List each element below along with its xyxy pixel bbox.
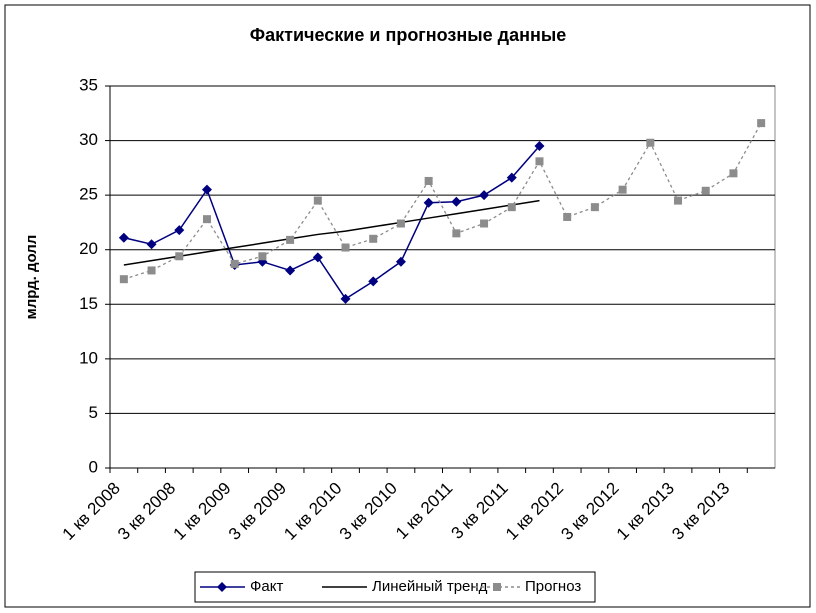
series-line bbox=[123, 122, 762, 280]
data-point bbox=[340, 293, 351, 304]
data-point bbox=[395, 256, 406, 267]
data-point bbox=[701, 186, 710, 195]
data-point bbox=[674, 196, 683, 205]
data-point bbox=[451, 196, 462, 207]
data-point bbox=[479, 190, 490, 201]
legend-marker bbox=[493, 583, 501, 591]
data-point bbox=[368, 276, 379, 287]
data-point bbox=[424, 176, 433, 185]
data-point bbox=[201, 184, 212, 195]
y-tick-label: 25 bbox=[79, 185, 98, 204]
legend-label: Прогноз bbox=[525, 578, 581, 595]
data-point bbox=[174, 225, 185, 236]
data-point bbox=[563, 212, 572, 221]
data-point bbox=[423, 197, 434, 208]
data-point bbox=[286, 235, 295, 244]
y-tick-label: 10 bbox=[79, 348, 98, 367]
data-point bbox=[118, 232, 129, 243]
data-point bbox=[534, 141, 545, 152]
data-point bbox=[285, 265, 296, 276]
data-point bbox=[506, 172, 517, 183]
data-point bbox=[202, 215, 211, 224]
legend-label: Факт bbox=[250, 578, 283, 595]
data-point bbox=[175, 252, 184, 261]
data-point bbox=[369, 234, 378, 243]
y-tick-label: 5 bbox=[89, 403, 98, 422]
chart-title: Фактические и прогнозные данные bbox=[250, 25, 566, 45]
data-point bbox=[507, 203, 516, 212]
y-tick-label: 35 bbox=[79, 75, 98, 94]
y-tick-label: 20 bbox=[79, 239, 98, 258]
data-point bbox=[146, 239, 157, 250]
data-point bbox=[230, 259, 239, 268]
data-point bbox=[147, 266, 156, 275]
legend-label: Линейный тренд bbox=[372, 578, 488, 595]
series-line bbox=[123, 145, 541, 300]
series-line bbox=[123, 199, 540, 266]
data-point bbox=[119, 275, 128, 284]
plot-area bbox=[109, 85, 776, 469]
y-tick-label: 0 bbox=[89, 457, 98, 476]
data-point bbox=[312, 252, 323, 263]
y-tick-label: 15 bbox=[79, 294, 98, 313]
data-point bbox=[480, 219, 489, 228]
data-point bbox=[590, 203, 599, 212]
data-point bbox=[618, 185, 627, 194]
data-point bbox=[646, 138, 655, 147]
data-point bbox=[396, 219, 405, 228]
data-point bbox=[313, 196, 322, 205]
data-point bbox=[535, 157, 544, 166]
legend-marker bbox=[217, 582, 227, 592]
y-axis-label: млрд. долл bbox=[23, 235, 40, 320]
data-point bbox=[729, 169, 738, 178]
data-point bbox=[258, 252, 267, 261]
data-point bbox=[452, 229, 461, 238]
y-tick-label: 30 bbox=[79, 130, 98, 149]
data-point bbox=[341, 243, 350, 252]
legend bbox=[194, 571, 596, 603]
data-point bbox=[757, 119, 766, 128]
